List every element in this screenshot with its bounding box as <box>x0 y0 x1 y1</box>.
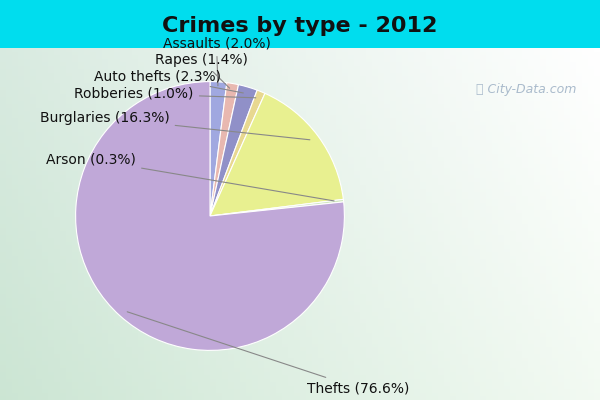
Wedge shape <box>210 93 343 216</box>
Wedge shape <box>210 85 257 216</box>
Text: Thefts (76.6%): Thefts (76.6%) <box>127 312 409 395</box>
Wedge shape <box>210 82 227 216</box>
Text: ⓘ City-Data.com: ⓘ City-Data.com <box>476 83 576 96</box>
Text: Rapes (1.4%): Rapes (1.4%) <box>155 53 248 88</box>
Text: Crimes by type - 2012: Crimes by type - 2012 <box>163 16 437 36</box>
Wedge shape <box>210 90 265 216</box>
Wedge shape <box>210 83 239 216</box>
Text: Robberies (1.0%): Robberies (1.0%) <box>74 87 256 101</box>
Text: Arson (0.3%): Arson (0.3%) <box>46 152 334 201</box>
Wedge shape <box>210 199 344 216</box>
Wedge shape <box>76 82 344 350</box>
Text: Auto thefts (2.3%): Auto thefts (2.3%) <box>94 69 244 93</box>
Text: Burglaries (16.3%): Burglaries (16.3%) <box>40 111 310 140</box>
Text: Assaults (2.0%): Assaults (2.0%) <box>163 37 271 86</box>
